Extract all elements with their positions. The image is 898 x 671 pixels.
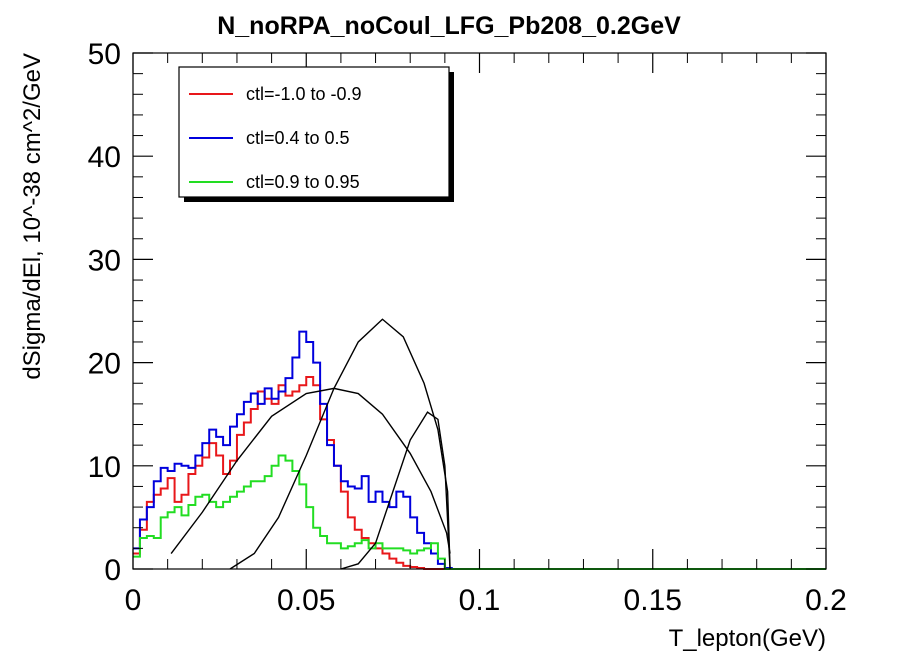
y-axis-label: dSigma/dEl, 10^-38 cm^2/GeV <box>19 53 46 380</box>
series-4-curve <box>170 387 451 554</box>
y-tick-label: 40 <box>88 141 121 174</box>
x-tick-label: 0.1 <box>459 584 501 617</box>
y-tick-label: 50 <box>88 38 121 71</box>
tick-layer: 0 0.05 0.1 0.15 0.2 0 10 20 30 40 50 <box>88 38 847 617</box>
y-tick-label: 0 <box>104 554 121 587</box>
x-tick-label: 0.2 <box>805 584 847 617</box>
series-1-histogram <box>133 376 826 570</box>
chart-title: N_noRPA_noCoul_LFG_Pb208_0.2GeV <box>217 12 681 40</box>
series-layer <box>133 318 826 570</box>
y-tick-label: 30 <box>88 244 121 277</box>
y-tick-label: 10 <box>88 451 121 484</box>
series-5-curve <box>229 318 451 570</box>
y-tick-label: 20 <box>88 348 121 381</box>
x-axis-label: T_lepton(GeV) <box>669 625 826 652</box>
legend-label-3: ctl=0.9 to 0.95 <box>246 172 360 192</box>
series-6-curve <box>340 411 451 570</box>
legend-label-1: ctl=-1.0 to -0.9 <box>246 84 362 104</box>
x-tick-label: 0.15 <box>624 584 682 617</box>
legend-label-2: ctl=0.4 to 0.5 <box>246 128 350 148</box>
x-tick-label: 0 <box>125 584 142 617</box>
legend: ctl=-1.0 to -0.9 ctl=0.4 to 0.5 ctl=0.9 to… <box>178 66 454 202</box>
legend-entries: ctl=-1.0 to -0.9 ctl=0.4 to 0.5 ctl=0.9 to… <box>189 84 362 192</box>
legend-box <box>178 66 450 198</box>
x-tick-label: 0.05 <box>277 584 335 617</box>
